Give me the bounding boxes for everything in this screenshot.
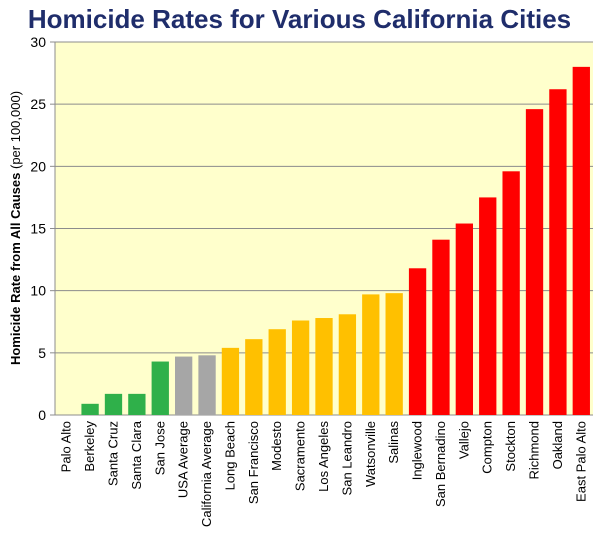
x-tick-label: Stockton (503, 421, 518, 472)
bar (385, 293, 403, 415)
x-tick-label: San Bernadino (433, 421, 448, 507)
bar (338, 314, 357, 415)
y-tick-label: 30 (30, 34, 46, 50)
bar (549, 89, 567, 415)
x-tick-label: Modesto (269, 421, 284, 471)
y-tick-label: 20 (30, 158, 46, 174)
x-tick-label: East Palo Alto (573, 421, 588, 502)
x-tick-label: Inglewood (410, 421, 425, 480)
bar (221, 347, 240, 415)
x-tick-label: Sacramento (293, 421, 308, 491)
bar (198, 355, 216, 415)
x-tick-label: Santa Clara (129, 420, 144, 489)
y-tick-label: 5 (38, 345, 46, 361)
bar (245, 339, 263, 415)
bar (174, 356, 193, 415)
bar (104, 393, 123, 415)
bar (432, 239, 450, 415)
x-tick-label: Long Beach (222, 421, 237, 490)
x-tick-label: Oakland (550, 421, 565, 469)
x-tick-label: San Leandro (339, 421, 354, 495)
bar (81, 403, 99, 415)
bar (502, 171, 520, 415)
x-tick-label: Santa Cruz (105, 421, 120, 486)
x-tick-label: California Average (199, 421, 214, 527)
y-tick-label: 15 (30, 221, 46, 237)
y-tick-label: 0 (38, 407, 46, 423)
bar (128, 393, 146, 415)
bar (268, 329, 286, 415)
x-tick-label: Compton (480, 421, 495, 474)
bar (479, 197, 497, 415)
x-tick-label: Berkeley (82, 421, 97, 472)
y-axis-label: Homicide Rate from All Causes (per 100,0… (8, 91, 23, 365)
bar (315, 318, 333, 415)
x-tick-label: San Francisco (246, 421, 261, 504)
x-tick-label: Salinas (386, 421, 401, 464)
x-tick-label: USA Average (176, 421, 191, 498)
chart-title: Homicide Rates for Various California Ci… (27, 4, 572, 34)
bar (572, 66, 590, 415)
bar (362, 294, 380, 415)
x-tick-label: San Jose (152, 421, 167, 475)
y-tick-label: 10 (30, 283, 46, 299)
x-tick-label: Los Angeles (316, 421, 331, 492)
y-tick-label: 25 (30, 96, 46, 112)
bar (151, 361, 169, 415)
bar (291, 320, 310, 415)
x-tick-label: Vallejo (456, 421, 471, 459)
bar (408, 268, 427, 415)
x-tick-label: Palo Alto (59, 421, 74, 472)
bar (525, 109, 544, 415)
bar (455, 223, 474, 415)
x-tick-label: Watsonville (363, 421, 378, 487)
x-tick-label: Richmond (527, 421, 542, 480)
